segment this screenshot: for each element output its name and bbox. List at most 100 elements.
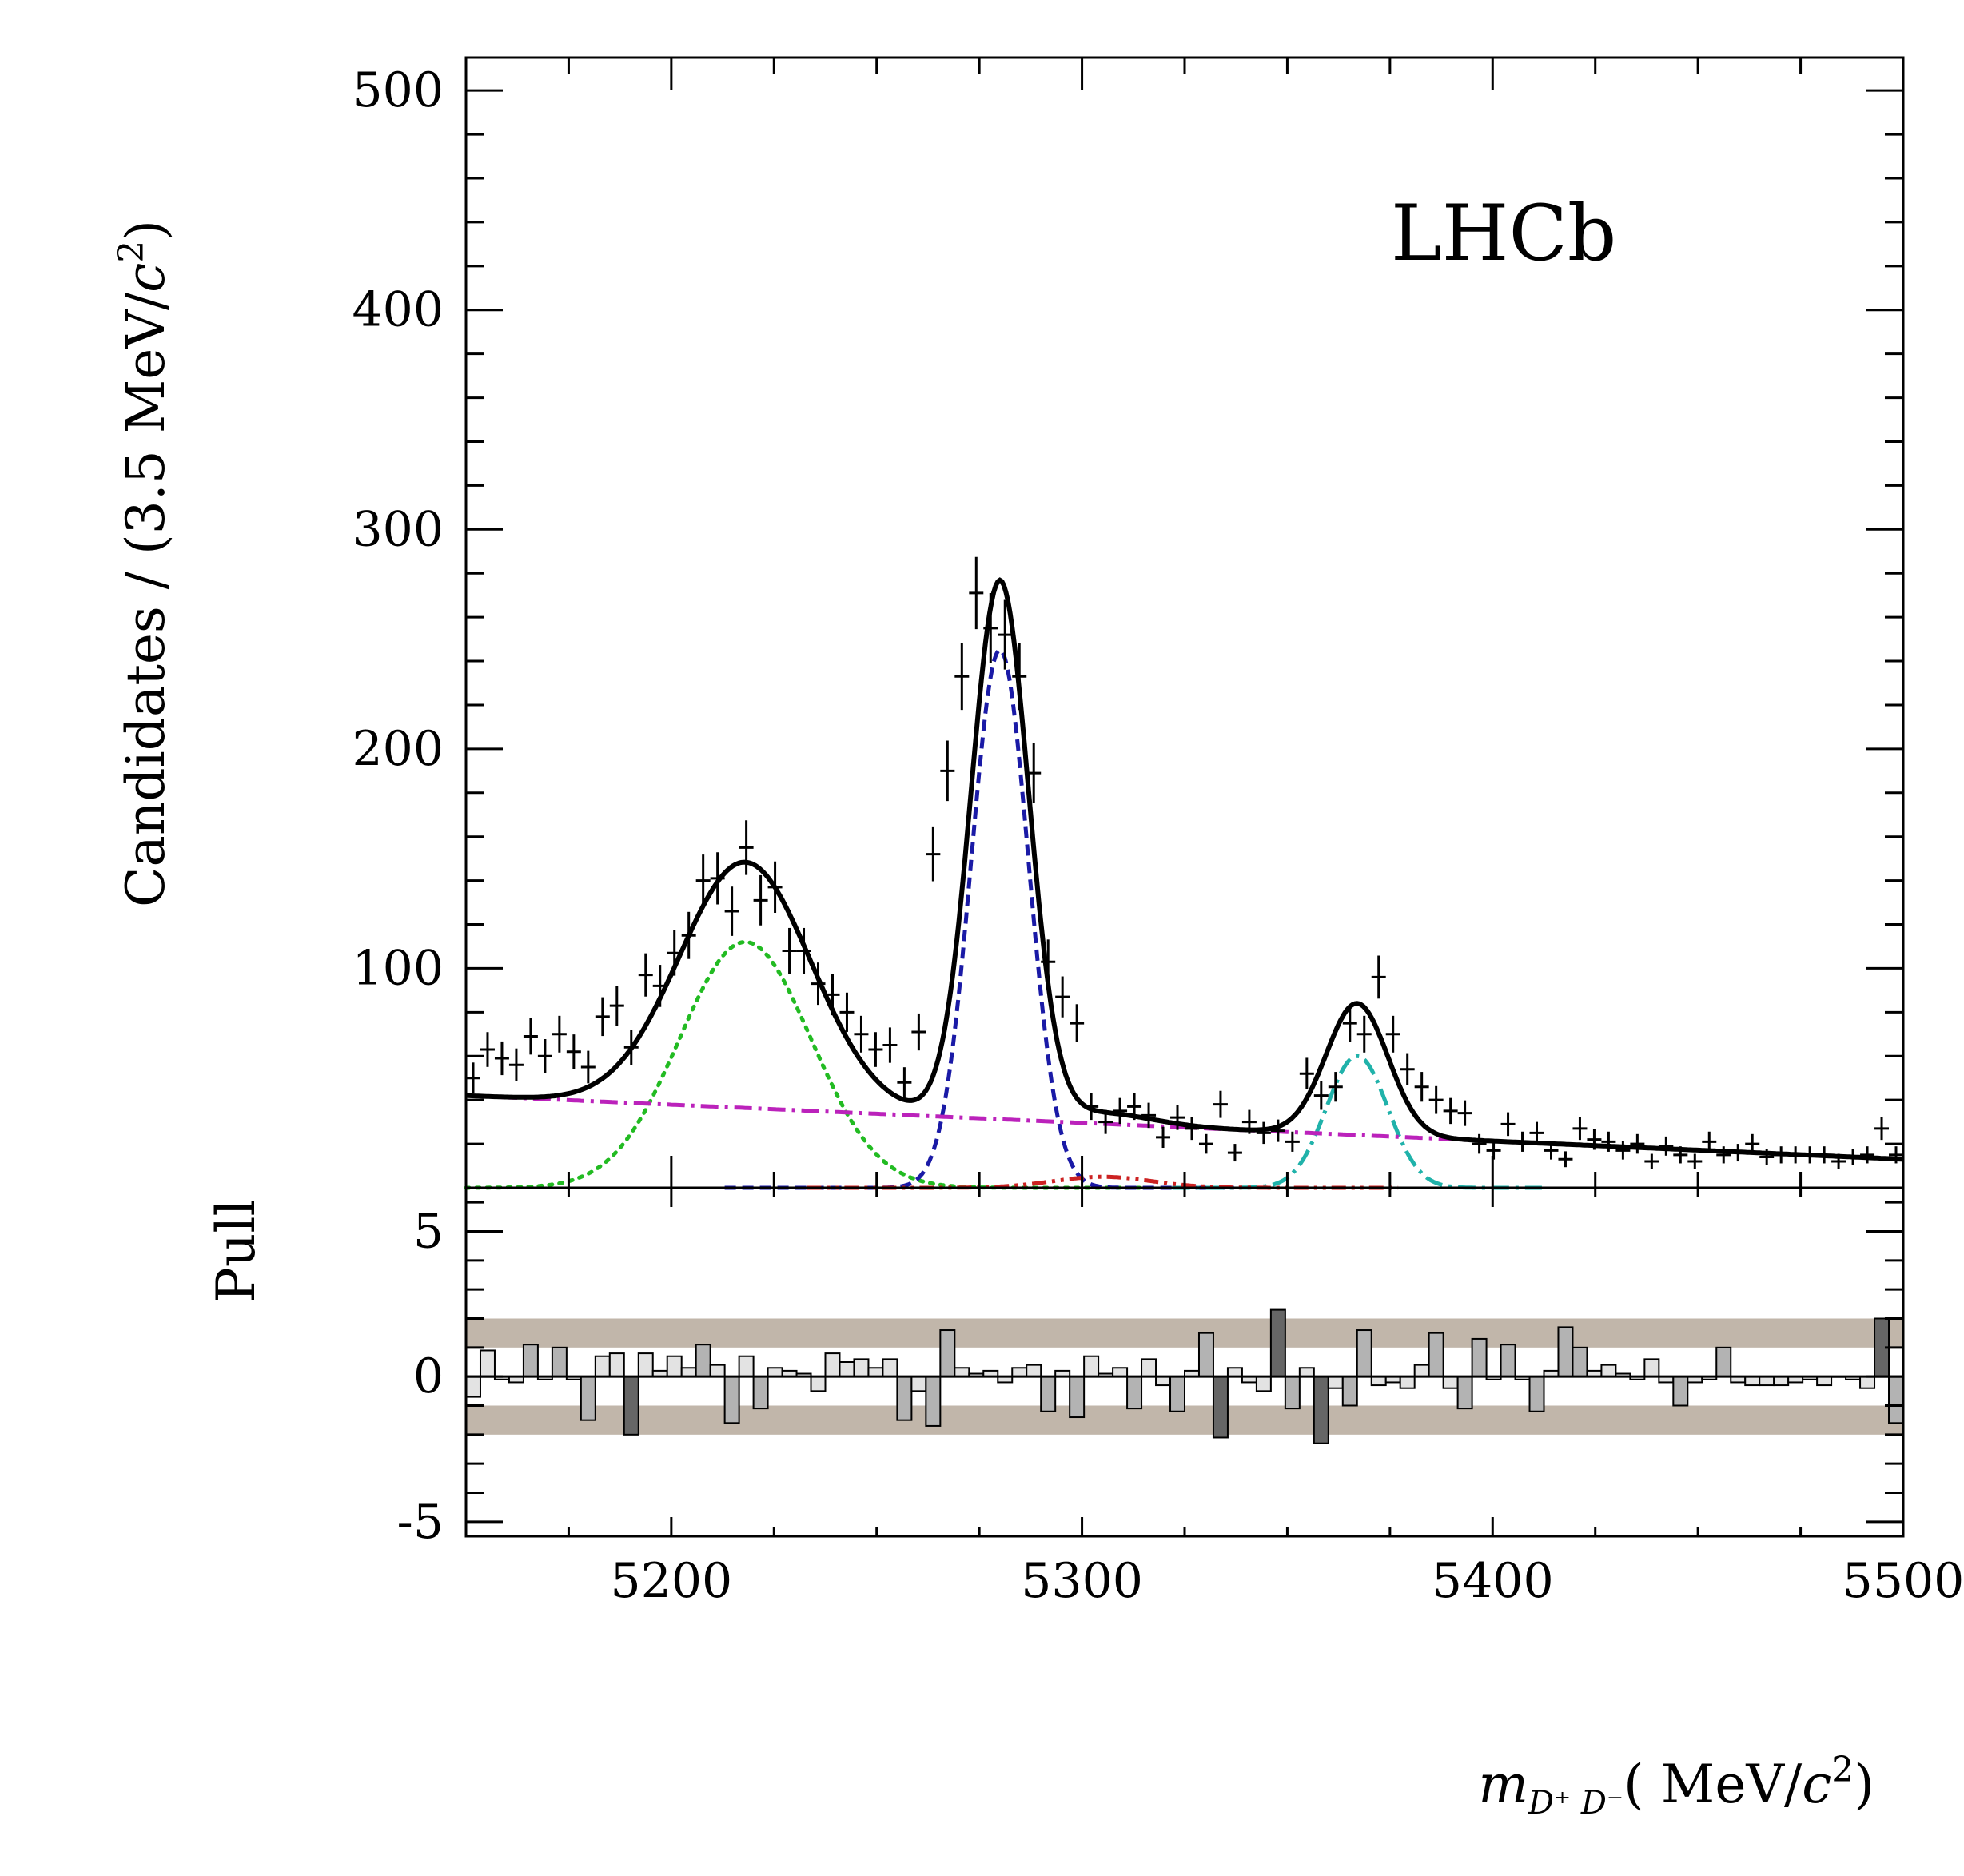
- pull-bar: [1370, 1376, 1387, 1387]
- data-point: [739, 820, 754, 875]
- data-point: [926, 826, 941, 882]
- pull-bar: [608, 1352, 625, 1378]
- pull-y-tick-label: 0: [413, 1348, 444, 1404]
- data-point: [1170, 1105, 1185, 1130]
- x-axis-title-sub: D⁺ D⁻: [1528, 1785, 1623, 1822]
- data-point: [1213, 1090, 1228, 1118]
- pull-bar: [479, 1349, 496, 1378]
- data-point: [681, 911, 696, 959]
- data-point: [1831, 1153, 1846, 1169]
- data-point: [998, 599, 1013, 670]
- pull-bar: [1528, 1376, 1545, 1412]
- data-point: [638, 953, 653, 997]
- data-point: [1313, 1081, 1329, 1110]
- x-axis-title-c: c: [1802, 1754, 1831, 1815]
- data-point: [954, 643, 970, 711]
- data-point: [1615, 1141, 1631, 1160]
- data-point: [1846, 1149, 1861, 1165]
- data-point: [825, 974, 840, 1016]
- fit-curves: [464, 577, 1904, 1190]
- lhcb-label: LHCb: [1391, 189, 1616, 278]
- pull-bar: [1040, 1376, 1057, 1412]
- y-axis-title-text: Candidates / (3.5 MeV/: [115, 292, 177, 907]
- data-point: [1198, 1133, 1213, 1154]
- pull-bar: [522, 1344, 539, 1378]
- x-axis-title-m: m: [1478, 1754, 1528, 1815]
- data-point: [1400, 1053, 1415, 1085]
- data-point: [552, 1015, 567, 1053]
- pull-bar: [1112, 1367, 1129, 1378]
- pull-bar: [1226, 1367, 1243, 1378]
- pull-bar: [1816, 1376, 1833, 1387]
- data-point: [1457, 1100, 1472, 1126]
- pull-bar: [1155, 1376, 1172, 1387]
- data-point: [854, 1015, 869, 1053]
- data-point: [508, 1048, 524, 1081]
- pull-bar: [1169, 1376, 1186, 1412]
- pull-bar: [1715, 1346, 1732, 1378]
- data-point: [667, 930, 682, 976]
- data-point: [882, 1027, 898, 1063]
- data-point: [1544, 1141, 1559, 1160]
- data-point: [1860, 1146, 1875, 1164]
- bs-signal-curve: [1172, 1054, 1542, 1190]
- pull-bar: [1442, 1376, 1459, 1389]
- data-point: [1874, 1117, 1890, 1141]
- data-point: [1371, 955, 1386, 999]
- pull-bar: [1356, 1329, 1372, 1378]
- pull-axis-title: Pull: [205, 1199, 267, 1302]
- pull-bar: [1083, 1355, 1100, 1378]
- data-point: [1414, 1072, 1429, 1102]
- pull-bar: [1413, 1364, 1430, 1378]
- pull-bar: [839, 1361, 855, 1378]
- data-point: [1285, 1131, 1300, 1152]
- x-tick-label: 5500: [1842, 1553, 1964, 1609]
- data-point: [609, 986, 624, 1026]
- data-point: [566, 1034, 581, 1069]
- data-point: [1127, 1093, 1142, 1121]
- data-point: [1659, 1136, 1674, 1156]
- pull-bar: [1859, 1376, 1876, 1389]
- pull-bar: [1069, 1376, 1086, 1419]
- data-point: [537, 1038, 552, 1073]
- pull-bar: [637, 1352, 654, 1378]
- pull-bar: [594, 1355, 611, 1378]
- pull-bar: [1269, 1308, 1286, 1378]
- pull-bar: [867, 1367, 884, 1378]
- data-point: [1443, 1097, 1458, 1125]
- data-point: [1803, 1146, 1818, 1164]
- x-axis-title: mD⁺ D⁻( MeV/c2): [1478, 1750, 1874, 1822]
- pull-bar: [896, 1376, 913, 1421]
- data-point: [897, 1067, 912, 1098]
- data-point: [839, 992, 855, 1032]
- data-point: [494, 1041, 509, 1076]
- tick-labels: 100 200 300 400 500 -5 0 5 5200 5300 5400 5500: [352, 62, 1964, 1609]
- data-point: [1012, 643, 1027, 711]
- pull-bar: [752, 1376, 769, 1410]
- data-point: [1630, 1133, 1645, 1154]
- pull-bar: [1026, 1364, 1042, 1378]
- data-point: [811, 962, 826, 1006]
- pull-bar: [1197, 1332, 1214, 1378]
- pull-bar: [1500, 1344, 1516, 1378]
- b0-signal-curve: [724, 647, 1234, 1190]
- y-axis-title: Candidates / (3.5 MeV/c2): [111, 220, 177, 907]
- data-point: [796, 927, 811, 974]
- data-point: [1601, 1131, 1616, 1152]
- data-point: [1644, 1153, 1659, 1169]
- pull-bar: [1672, 1376, 1689, 1407]
- pull-bar: [925, 1376, 942, 1427]
- pull-bar: [767, 1367, 783, 1378]
- partial-reco-curve: [807, 1174, 1399, 1190]
- data-point: [1716, 1146, 1731, 1164]
- data-point: [580, 1050, 596, 1084]
- data-point: [1572, 1117, 1588, 1141]
- pull-bar: [551, 1346, 568, 1378]
- data-point: [1889, 1146, 1903, 1164]
- data-point: [695, 854, 711, 907]
- pull-bar: [580, 1376, 596, 1421]
- data-point: [1500, 1112, 1516, 1137]
- pull-bar: [810, 1376, 827, 1392]
- data-point: [983, 593, 998, 663]
- pull-bar: [709, 1364, 726, 1378]
